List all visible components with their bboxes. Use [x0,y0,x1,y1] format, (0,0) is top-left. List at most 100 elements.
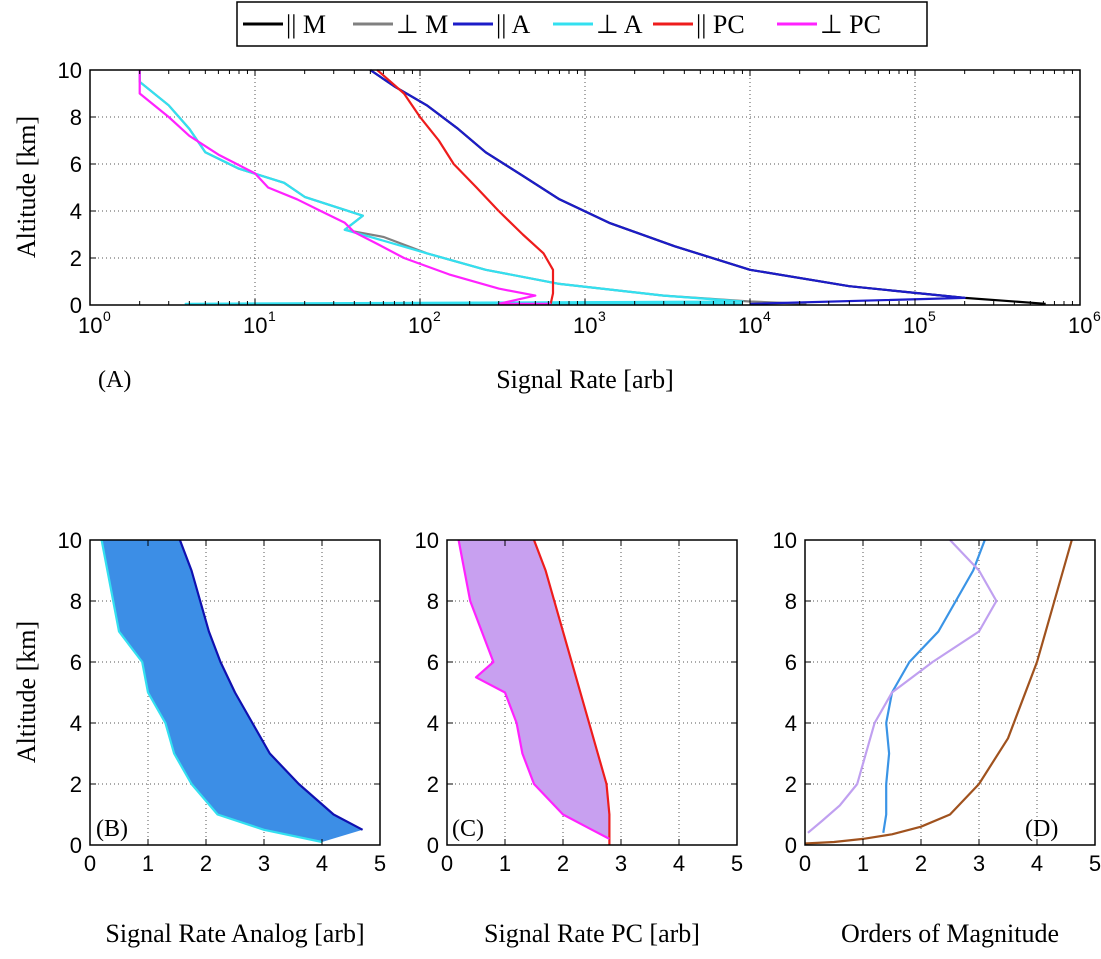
y-tick-label: 10 [58,58,82,83]
tick-marks [804,539,1096,846]
y-tick-label: 0 [70,833,82,858]
tick-base: 10 [78,313,102,338]
x-axis-label: Signal Rate PC [arb] [484,919,700,948]
y-tick-label: 2 [427,772,439,797]
tick-marks [446,539,738,846]
series-line [807,539,998,834]
panel-b: 0 1 2 3 4 5 0 2 4 6 8 10 (B) Signal Rate… [12,528,386,948]
panel-annotation: (D) [1025,816,1058,842]
y-tick-labels: 0 2 4 6 8 10 [58,58,82,318]
tick-base: 10 [903,313,927,338]
x-tick-label: 10 2 [408,308,441,338]
area-band [101,540,363,842]
x-axis-label: Signal Rate [arb] [496,365,674,394]
x-tick-label: 4 [673,851,685,876]
tick-base: 10 [573,313,597,338]
series-line [376,69,555,305]
y-tick-label: 4 [70,711,82,736]
x-tick-label: 1 [499,851,511,876]
x-tick-label: 0 [799,851,811,876]
tick-base: 10 [1068,313,1092,338]
y-tick-label: 4 [70,199,82,224]
tick-exponent: 0 [103,308,111,324]
legend-entry: || A [453,10,530,39]
series-line [138,70,551,305]
panel-d: 0 1 2 3 4 5 0 2 4 6 8 10 (D) Orders of M… [773,528,1101,948]
tick-exponent: 5 [928,308,936,324]
plot-area [100,539,364,844]
y-tick-label: 4 [785,711,797,736]
y-tick-label: 6 [785,650,797,675]
series-line [100,539,323,844]
series-line [532,539,611,845]
axes-frame [446,539,738,846]
tick-exponent: 4 [763,308,771,324]
y-axis-label: Altitude [km] [12,116,41,258]
tick-marks [89,539,381,846]
legend-label: ⊥ A [596,10,643,39]
x-tick-labels: 0 1 2 3 4 5 [799,851,1101,876]
x-tick-label: 10 0 [78,308,111,338]
panel-annotation: (B) [96,816,128,842]
series-line [178,539,364,831]
y-tick-label: 2 [70,246,82,271]
y-tick-label: 8 [70,105,82,130]
x-tick-label: 10 4 [738,308,771,338]
area-band [458,540,610,845]
series-line [804,539,1073,845]
x-tick-label: 0 [441,851,453,876]
x-axis-label: Orders of Magnitude [841,919,1059,948]
legend-label: || PC [696,10,745,39]
tick-exponent: 2 [433,308,441,324]
plot-area [457,539,611,845]
x-tick-label: 3 [615,851,627,876]
legend-label: || M [286,10,326,39]
x-tick-label: 5 [374,851,386,876]
y-tick-label: 0 [785,833,797,858]
y-tick-labels: 0 2 4 6 8 10 [415,528,439,858]
y-tick-label: 0 [70,293,82,318]
panel-a: 10 0 10 1 10 2 10 3 10 4 10 5 10 6 0 2 4 6 8 10… [12,58,1101,394]
x-tick-label: 5 [731,851,743,876]
y-tick-label: 10 [773,528,797,553]
x-tick-label: 10 3 [573,308,606,338]
y-tick-label: 8 [427,589,439,614]
x-tick-label: 4 [316,851,328,876]
axes-frame [804,539,1096,846]
y-tick-label: 8 [785,589,797,614]
x-tick-labels: 0 1 2 3 4 5 [84,851,386,876]
legend-label: ⊥ M [396,10,448,39]
y-tick-label: 10 [415,528,439,553]
x-tick-label: 1 [142,851,154,876]
legend-label: ⊥ PC [820,10,881,39]
y-tick-labels: 0 2 4 6 8 10 [58,528,82,858]
plot-area [804,539,1073,845]
y-tick-label: 4 [427,711,439,736]
y-tick-label: 10 [58,528,82,553]
y-tick-label: 2 [70,772,82,797]
series-line [369,69,966,305]
tick-exponent: 1 [268,308,276,324]
y-axis-label: Altitude [km] [12,621,41,763]
y-tick-label: 2 [785,772,797,797]
axes-frame [89,539,381,846]
legend: || M ⊥ M || A ⊥ A || PC ⊥ PC [236,1,928,47]
x-tick-label: 2 [557,851,569,876]
legend-entry: ⊥ A [553,10,643,39]
x-tick-label: 10 1 [243,308,276,338]
tick-base: 10 [243,313,267,338]
tick-base: 10 [408,313,432,338]
legend-entry: || PC [653,10,745,39]
tick-exponent: 3 [598,308,606,324]
x-tick-label: 0 [84,851,96,876]
y-tick-label: 6 [70,650,82,675]
x-tick-labels: 0 1 2 3 4 5 [441,851,743,876]
x-tick-label: 2 [200,851,212,876]
panel-annotation: (A) [98,367,131,393]
tick-base: 10 [738,313,762,338]
x-tick-label: 10 5 [903,308,936,338]
x-tick-label: 1 [857,851,869,876]
series-line [457,539,610,840]
x-axis-label: Signal Rate Analog [arb] [105,919,364,948]
